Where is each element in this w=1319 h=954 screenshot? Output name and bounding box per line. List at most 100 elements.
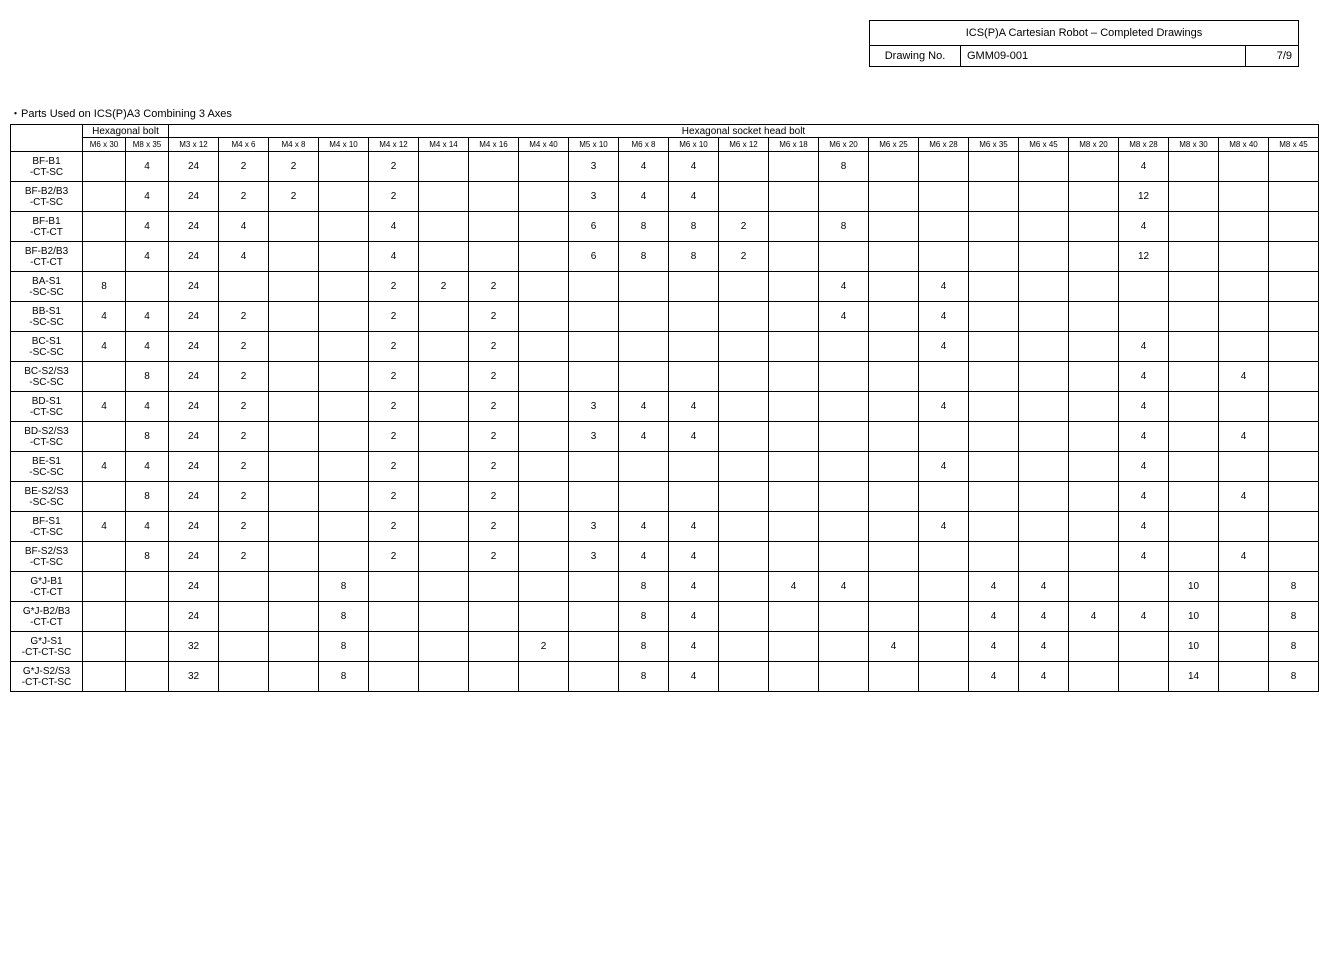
table-row: BF-B2/B3-CT-CT42444688212 <box>11 242 1319 272</box>
cell <box>419 182 469 212</box>
cell <box>1019 392 1069 422</box>
corner-blank <box>11 125 83 152</box>
cell <box>569 362 619 392</box>
cell: 2 <box>219 152 269 182</box>
cell: 4 <box>219 212 269 242</box>
cell <box>669 362 719 392</box>
column-header: M4 x 14 <box>419 138 469 152</box>
cell <box>1219 452 1269 482</box>
cell <box>619 272 669 302</box>
table-row: G*J-B2/B3-CT-CT248844444108 <box>11 602 1319 632</box>
cell <box>969 182 1019 212</box>
cell <box>869 422 919 452</box>
cell: 24 <box>169 512 219 542</box>
cell <box>769 542 819 572</box>
cell <box>1169 422 1219 452</box>
cell <box>469 152 519 182</box>
cell <box>269 572 319 602</box>
row-label: BE-S1-SC-SC <box>11 452 83 482</box>
cell: 2 <box>369 332 419 362</box>
cell <box>1019 242 1069 272</box>
cell <box>969 152 1019 182</box>
cell: 8 <box>619 212 669 242</box>
cell: 2 <box>469 272 519 302</box>
row-label: BB-S1-SC-SC <box>11 302 83 332</box>
cell <box>1069 422 1119 452</box>
cell <box>419 542 469 572</box>
cell: 8 <box>619 602 669 632</box>
cell <box>619 332 669 362</box>
cell <box>669 332 719 362</box>
cell <box>719 302 769 332</box>
cell <box>126 572 169 602</box>
cell <box>519 302 569 332</box>
cell <box>519 602 569 632</box>
cell <box>126 602 169 632</box>
cell: 4 <box>669 632 719 662</box>
cell <box>126 272 169 302</box>
cell: 2 <box>219 182 269 212</box>
cell <box>126 632 169 662</box>
cell <box>83 242 126 272</box>
cell <box>569 272 619 302</box>
cell: 2 <box>469 452 519 482</box>
cell <box>369 572 419 602</box>
cell: 8 <box>126 542 169 572</box>
row-label: BE-S2/S3-SC-SC <box>11 482 83 512</box>
cell <box>619 302 669 332</box>
cell: 2 <box>469 332 519 362</box>
cell: 2 <box>469 392 519 422</box>
cell <box>969 542 1019 572</box>
cell <box>819 182 869 212</box>
cell: 4 <box>1219 422 1269 452</box>
cell <box>869 602 919 632</box>
cell: 4 <box>1019 632 1069 662</box>
cell: 4 <box>1219 542 1269 572</box>
cell <box>126 662 169 692</box>
row-label: BF-B2/B3-CT-SC <box>11 182 83 212</box>
cell: 2 <box>219 302 269 332</box>
cell <box>669 302 719 332</box>
cell: 4 <box>669 602 719 632</box>
cell <box>1169 272 1219 302</box>
cell: 4 <box>969 572 1019 602</box>
cell <box>719 542 769 572</box>
cell: 4 <box>1119 542 1169 572</box>
column-header: M5 x 10 <box>569 138 619 152</box>
cell: 4 <box>919 332 969 362</box>
cell <box>1019 362 1069 392</box>
cell <box>1219 272 1269 302</box>
cell <box>269 452 319 482</box>
drawing-no-label: Drawing No. <box>870 46 961 66</box>
cell <box>419 662 469 692</box>
cell: 4 <box>83 512 126 542</box>
cell <box>769 272 819 302</box>
cell: 2 <box>219 512 269 542</box>
cell: 2 <box>369 182 419 212</box>
page-number: 7/9 <box>1245 46 1298 66</box>
cell: 4 <box>1119 422 1169 452</box>
cell: 4 <box>1119 332 1169 362</box>
cell: 8 <box>1269 662 1319 692</box>
cell <box>83 572 126 602</box>
cell <box>869 572 919 602</box>
cell: 2 <box>219 362 269 392</box>
cell <box>1069 452 1119 482</box>
cell <box>1019 152 1069 182</box>
cell <box>1069 212 1119 242</box>
cell <box>1119 302 1169 332</box>
cell <box>769 212 819 242</box>
cell: 2 <box>469 482 519 512</box>
cell: 4 <box>769 572 819 602</box>
parts-table: Hexagonal bolt Hexagonal socket head bol… <box>10 124 1319 692</box>
column-header: M6 x 20 <box>819 138 869 152</box>
cell <box>519 512 569 542</box>
row-label: BD-S2/S3-CT-SC <box>11 422 83 452</box>
cell: 24 <box>169 152 219 182</box>
column-header: M8 x 30 <box>1169 138 1219 152</box>
cell <box>869 152 919 182</box>
cell <box>619 452 669 482</box>
cell <box>969 332 1019 362</box>
cell: 4 <box>369 242 419 272</box>
cell <box>869 542 919 572</box>
